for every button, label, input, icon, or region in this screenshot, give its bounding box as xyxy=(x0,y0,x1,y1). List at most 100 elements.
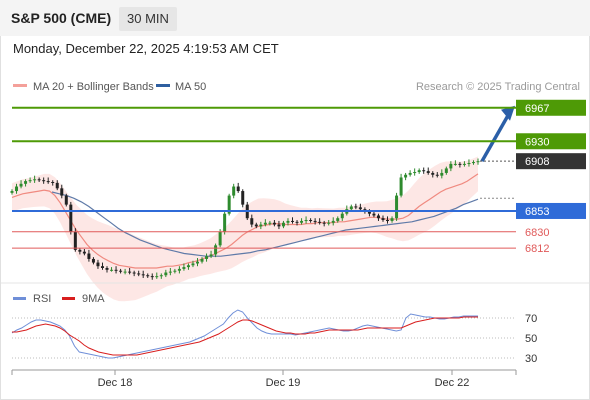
candle-body xyxy=(64,195,68,205)
datetime-label: Monday, December 22, 2025 4:19:53 AM CET xyxy=(13,41,279,56)
rsi-tick-label: 30 xyxy=(525,353,537,365)
candle-body xyxy=(349,206,353,210)
candle-body xyxy=(182,267,186,269)
ma20-line xyxy=(11,173,479,269)
candle-body xyxy=(232,186,236,196)
candle-body xyxy=(46,181,50,183)
levels-layer: 6967 6930 6908 6853 6830 6812 xyxy=(12,99,586,255)
rsi-layer: 70 50 30 xyxy=(11,309,537,365)
candle-body xyxy=(241,191,245,205)
candle-body xyxy=(110,269,114,271)
candle-body xyxy=(146,275,150,277)
rsi-tick-label: 50 xyxy=(525,333,537,345)
candle-body xyxy=(408,172,412,175)
candle-body xyxy=(51,182,55,183)
candle-body xyxy=(426,171,430,173)
candle-body xyxy=(304,220,308,222)
level-label-6930: 6930 xyxy=(525,136,549,148)
candle-body xyxy=(209,254,213,257)
rsi-legend-swatch xyxy=(13,297,26,300)
bollinger-band xyxy=(12,156,478,302)
candle-body xyxy=(327,222,331,224)
candle-body xyxy=(60,188,64,196)
candle-body xyxy=(476,161,480,163)
candle-body xyxy=(354,206,358,208)
candle-body xyxy=(404,174,408,178)
x-tick-label: Dec 18 xyxy=(98,377,133,389)
level-tag-6908 xyxy=(516,153,586,170)
rsi-ma-legend-swatch xyxy=(62,297,75,300)
candle-body xyxy=(123,271,127,273)
ma20-legend-label: MA 20 + Bollinger Bands xyxy=(33,81,154,93)
candle-body xyxy=(214,245,218,255)
ma20-legend-swatch xyxy=(13,84,27,87)
forecast-arrow-shaft xyxy=(480,112,511,163)
candle-body xyxy=(367,211,371,214)
candle-body xyxy=(10,191,14,193)
candle-body xyxy=(141,274,145,276)
candle-body xyxy=(91,258,95,263)
candle-body xyxy=(42,180,46,182)
rsi-ma-legend-label: 9MA xyxy=(82,293,105,305)
ma50-legend-swatch xyxy=(156,84,170,87)
candle-body xyxy=(186,265,190,268)
rsi-tick-label: 70 xyxy=(525,313,537,325)
candle-body xyxy=(78,249,82,252)
candle-body xyxy=(55,182,59,189)
candle-body xyxy=(358,207,362,210)
candle-body xyxy=(105,268,109,270)
candle-body xyxy=(422,170,426,172)
level-tag-6967 xyxy=(516,99,586,116)
candle-body xyxy=(413,172,417,174)
candle-body xyxy=(19,183,23,187)
candle-body xyxy=(336,218,340,221)
candle-body xyxy=(467,162,471,164)
candle-body xyxy=(87,253,91,259)
level-tag-6853 xyxy=(516,202,586,219)
level-label-6908: 6908 xyxy=(525,156,549,168)
candle-body xyxy=(395,195,399,219)
candle-body xyxy=(173,270,177,272)
timeframe-badge[interactable]: 30 MIN xyxy=(119,7,177,31)
candle-body xyxy=(471,162,475,164)
candle-body xyxy=(291,220,295,222)
candle-body xyxy=(462,163,466,165)
candle-body xyxy=(24,181,28,184)
candle-body xyxy=(435,174,439,176)
rsi-ma-line xyxy=(12,316,478,356)
candle-body xyxy=(37,179,41,181)
candle-body xyxy=(376,215,380,219)
candle-body xyxy=(268,222,272,224)
level-label-6830: 6830 xyxy=(525,227,549,239)
candle-body xyxy=(277,224,281,227)
candle-body xyxy=(73,231,77,250)
candle-body xyxy=(200,258,204,262)
ma50-legend-label: MA 50 xyxy=(175,81,206,93)
x-tick-label: Dec 22 xyxy=(435,377,470,389)
candle-body xyxy=(372,213,376,216)
candle-body xyxy=(281,222,285,227)
candle-body xyxy=(168,271,172,273)
candle-body xyxy=(449,163,453,169)
candle-body xyxy=(417,170,421,173)
level-label-6853: 6853 xyxy=(525,206,549,218)
candle-body xyxy=(33,179,37,181)
candle-body xyxy=(195,261,199,264)
candle-body xyxy=(331,220,335,223)
copyright-label: Research © 2025 Trading Central xyxy=(416,81,580,93)
rsi-legend-label: RSI xyxy=(33,293,51,305)
candle-body xyxy=(313,220,317,222)
price-layer xyxy=(10,105,515,302)
candle-body xyxy=(227,195,231,214)
candle-body xyxy=(386,220,390,222)
candle-body xyxy=(159,275,163,277)
candle-body xyxy=(82,251,86,254)
candle-body xyxy=(453,163,457,165)
ma50-line xyxy=(51,191,479,257)
header-bar: S&P 500 (CME) 30 MIN xyxy=(0,0,590,36)
level-label-6967: 6967 xyxy=(525,103,549,115)
x-axis: Dec 18 Dec 19 Dec 22 xyxy=(11,370,517,389)
candle-body xyxy=(114,269,118,271)
candle-body xyxy=(69,204,73,232)
